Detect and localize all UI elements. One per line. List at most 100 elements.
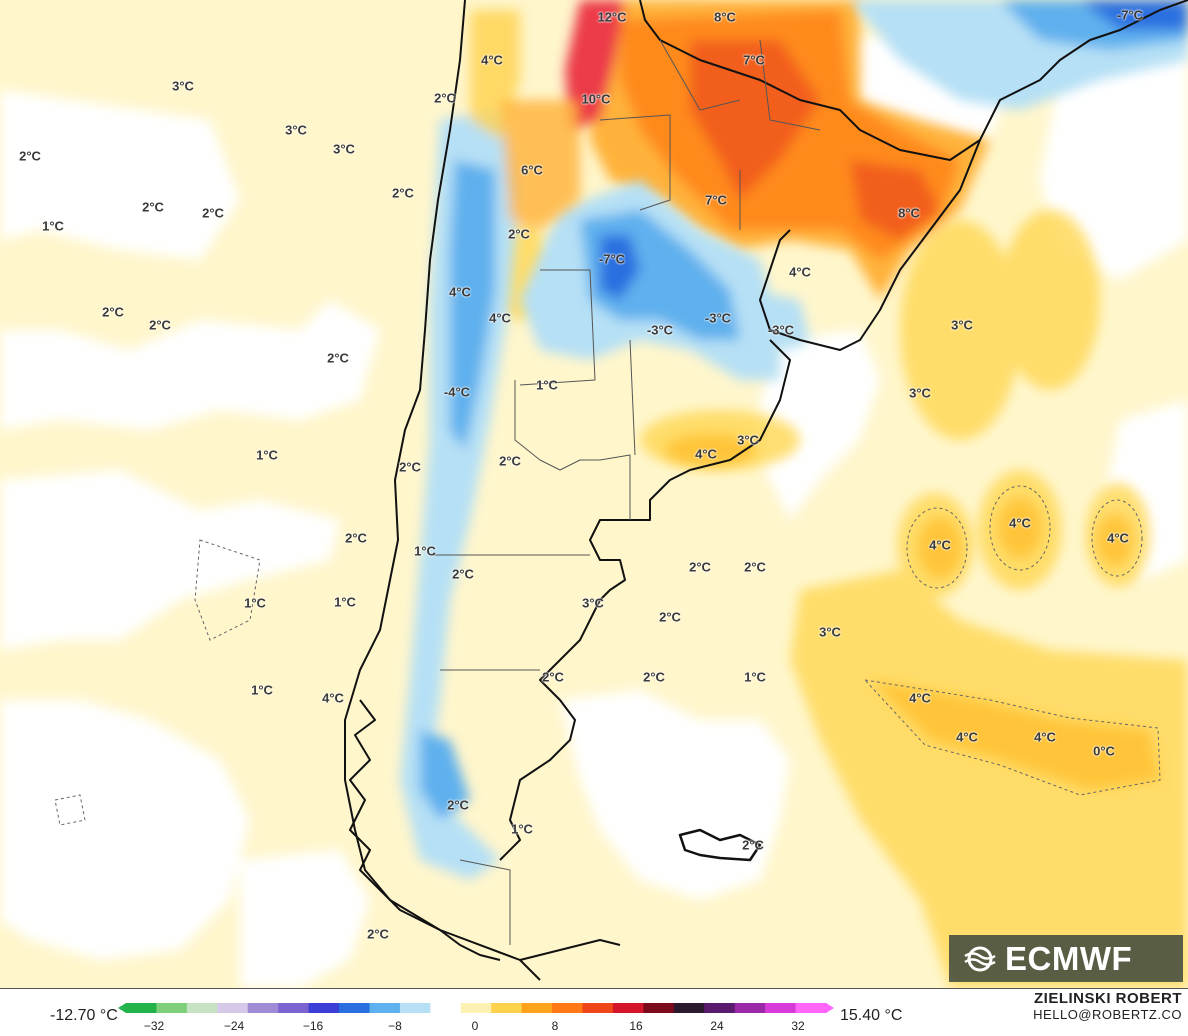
contour-label: 4°C [1034, 729, 1056, 745]
contour-label: 2°C [102, 304, 124, 320]
dashed-contours [54, 485, 1161, 826]
contour-label: 1°C [256, 447, 278, 463]
contour-label: 2°C [689, 559, 711, 575]
contour-label: 4°C [956, 729, 978, 745]
colorbar-segment [552, 1003, 584, 1013]
contour-label: 2°C [508, 226, 530, 242]
contour-label: 4°C [909, 690, 931, 706]
north-warm-region [565, 0, 990, 300]
colorbar-tick-label: −16 [302, 1019, 324, 1033]
contour-label: 1°C [511, 821, 533, 837]
contour-label: 8°C [898, 205, 920, 221]
contour-label: 0°C [1093, 743, 1115, 759]
contour-label: 2°C [643, 669, 665, 685]
colorbar-segment [217, 1003, 249, 1013]
contour-label: 2°C [744, 559, 766, 575]
contour-label: 2°C [19, 148, 41, 164]
andes-cold-streak [400, 10, 580, 880]
author-email: HELLO@ROBERTZ.CO [1033, 1007, 1182, 1022]
contour-label: 2°C [367, 926, 389, 942]
contour-label: 1°C [42, 218, 64, 234]
contour-label: 1°C [536, 377, 558, 393]
contour-label: 10°C [581, 91, 611, 107]
contour-label: 2°C [345, 530, 367, 546]
contour-label: 2°C [659, 609, 681, 625]
colorbar-segment [186, 1003, 218, 1013]
colorbar-segment [704, 1003, 736, 1013]
colorbar-segment [460, 1003, 492, 1013]
contour-label: 2°C [742, 837, 764, 853]
contour-label: 1°C [251, 682, 273, 698]
contour-label: 3°C [951, 317, 973, 333]
colorbar-segment [795, 1003, 827, 1013]
logo-text: ECMWF [1005, 939, 1133, 977]
colorbar-segment [521, 1003, 553, 1013]
colorbar-max-arrow [826, 1003, 834, 1013]
colorbar-segment [612, 1003, 644, 1013]
colorbar-segment [156, 1003, 188, 1013]
contour-label: 2°C [399, 459, 421, 475]
contour-label: 4°C [481, 52, 503, 68]
contour-label: 2°C [149, 317, 171, 333]
contour-label: 2°C [142, 199, 164, 215]
contour-label: 1°C [744, 669, 766, 685]
contour-label: 2°C [434, 90, 456, 106]
contour-label: -7°C [1116, 7, 1144, 23]
legend-min-label: -12.70 °C [50, 1007, 118, 1024]
colorbar-segment [247, 1003, 279, 1013]
colorbar-segment [673, 1003, 705, 1013]
contour-label: 4°C [322, 690, 344, 706]
contour-label: 7°C [705, 192, 727, 208]
colorbar-tick-label: 32 [791, 1019, 805, 1033]
ecmwf-logo: ECMWF [949, 935, 1183, 982]
contour-label: 1°C [334, 594, 356, 610]
colorbar-segment [643, 1003, 675, 1013]
contour-label: 12°C [597, 9, 627, 25]
contour-label: 3°C [333, 141, 355, 157]
colorbar-segment [339, 1003, 370, 1013]
contour-label: 2°C [327, 350, 349, 366]
colorbar-segment [369, 1003, 401, 1013]
contour-label: 4°C [1009, 515, 1031, 531]
temperature-anomaly-map [0, 0, 1188, 988]
colorbar [118, 1003, 834, 1013]
author-credit: ZIELINSKI ROBERT HELLO@ROBERTZ.CO [1033, 990, 1182, 1022]
contour-label: 3°C [909, 385, 931, 401]
coastline-and-borders [344, 0, 1188, 981]
colorbar-segment [399, 1003, 431, 1013]
contour-label: 7°C [743, 52, 765, 68]
contour-label: 3°C [172, 78, 194, 94]
contour-label: -3°C [646, 322, 674, 338]
northeast-cold-region [850, 0, 1188, 110]
colorbar-segment [734, 1003, 766, 1013]
contour-label: 4°C [695, 446, 717, 462]
contour-label: 2°C [542, 669, 564, 685]
colorbar-tick-label: −24 [223, 1019, 245, 1033]
ecmwf-logo-icon [964, 946, 996, 971]
central-cold-region [520, 180, 810, 380]
colorbar-tick-label: 0 [471, 1019, 479, 1033]
colorbar-segment [765, 1003, 797, 1013]
contour-label: 2°C [499, 453, 521, 469]
contour-label: 1°C [244, 595, 266, 611]
contour-label: 6°C [521, 162, 543, 178]
contour-label: 3°C [285, 122, 307, 138]
contour-label: -7°C [598, 251, 626, 267]
contour-label: 2°C [392, 185, 414, 201]
legend-max-label: 15.40 °C [840, 1007, 903, 1024]
colorbar-tick-label: 24 [710, 1019, 724, 1033]
contour-label: 2°C [202, 205, 224, 221]
contour-label: 3°C [737, 432, 759, 448]
colorbar-tick-label: −32 [143, 1019, 165, 1033]
colorbar-segment [491, 1003, 523, 1013]
colorbar-tick-label: 16 [629, 1019, 643, 1033]
contour-label: 1°C [414, 543, 436, 559]
author-name: ZIELINSKI ROBERT [1033, 990, 1182, 1007]
contour-label: 4°C [489, 310, 511, 326]
contour-label: 4°C [1107, 530, 1129, 546]
colorbar-segment [278, 1003, 310, 1013]
contour-label: -3°C [767, 322, 795, 338]
contour-label: -4°C [443, 384, 471, 400]
neutral-areas [0, 30, 1188, 988]
contour-label: 3°C [582, 595, 604, 611]
